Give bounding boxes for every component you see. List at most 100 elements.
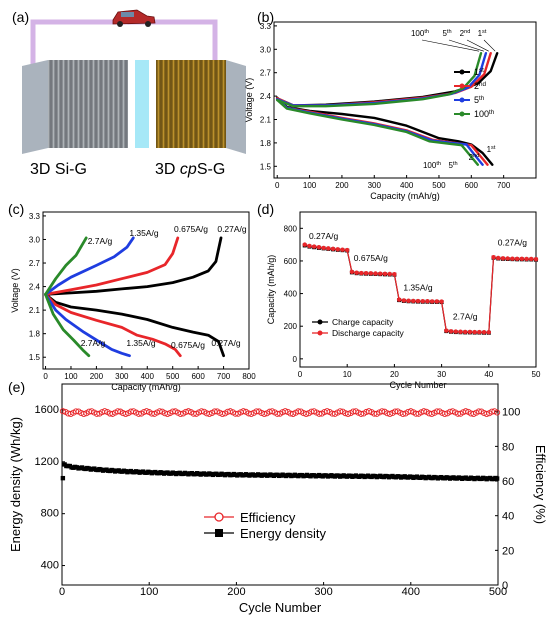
charge-curve-100th bbox=[276, 52, 483, 108]
discharge-point bbox=[514, 256, 520, 262]
discharge-curve-5th bbox=[276, 97, 484, 166]
discharge-point bbox=[486, 330, 491, 335]
legend-label: Charge capacity bbox=[332, 317, 394, 327]
discharge-point bbox=[406, 298, 411, 303]
right-current-collector bbox=[226, 60, 246, 154]
y-tick-label: 1.5 bbox=[29, 353, 41, 362]
efficiency-point bbox=[475, 408, 482, 415]
rate-label: 1.35A/g bbox=[403, 282, 433, 292]
x-tick-label: 0 bbox=[275, 181, 280, 190]
energy-density-point bbox=[494, 476, 500, 481]
discharge-curve-1.35A/g bbox=[44, 292, 131, 358]
x-tick-label: 500 bbox=[489, 586, 507, 598]
top-rate-label: 2.7A/g bbox=[88, 236, 113, 246]
top-cycle-pointer bbox=[421, 39, 480, 52]
x-tick-label: 500 bbox=[432, 181, 446, 190]
efficiency-point bbox=[386, 410, 393, 418]
efficiency-point bbox=[59, 408, 66, 415]
bottom-cycle-label: 2nd bbox=[469, 153, 480, 162]
x-axis-label: Capacity (mAh/g) bbox=[111, 382, 181, 392]
top-rate-label: 1.35A/g bbox=[129, 228, 159, 238]
efficiency-point bbox=[324, 408, 331, 415]
cps-g-label: 3D cpS-G bbox=[155, 161, 225, 178]
discharge-point bbox=[368, 271, 373, 276]
discharge-point bbox=[439, 299, 444, 304]
y-tick-label: 2.7 bbox=[260, 69, 272, 78]
efficiency-point bbox=[156, 408, 163, 415]
x-tick-label: 30 bbox=[437, 370, 446, 379]
discharge-point bbox=[387, 271, 392, 277]
discharge-point bbox=[335, 247, 340, 252]
x-tick-label: 800 bbox=[242, 372, 256, 381]
top-cycle-pointer bbox=[483, 39, 496, 52]
legend-label: Energy density bbox=[240, 526, 326, 541]
y-tick-label: 800 bbox=[41, 508, 59, 520]
y-tick-label: 2.4 bbox=[260, 92, 272, 101]
discharge-point bbox=[382, 271, 388, 277]
y-tick-label: 1.5 bbox=[260, 162, 272, 171]
discharge-point bbox=[524, 256, 529, 262]
discharge-point bbox=[321, 245, 326, 251]
si-g-electrode bbox=[48, 60, 128, 148]
y-tick-label: 3.3 bbox=[29, 212, 41, 221]
discharge-point bbox=[373, 271, 378, 276]
discharge-point bbox=[340, 247, 345, 252]
charge-curve-5th bbox=[276, 52, 488, 107]
legend-label: 5th bbox=[474, 95, 485, 106]
y-axis-label: Voltage (V) bbox=[244, 78, 254, 123]
y-tick-label: 3.0 bbox=[260, 45, 272, 54]
discharge-point bbox=[472, 329, 477, 335]
efficiency-point bbox=[462, 408, 469, 415]
x-tick-label: 40 bbox=[484, 370, 493, 379]
x-axis-label: Cycle Number bbox=[389, 380, 446, 390]
x-tick-label: 100 bbox=[303, 181, 317, 190]
discharge-point bbox=[448, 329, 454, 334]
plot-frame-d bbox=[299, 211, 537, 368]
y-axis-label: Voltage (V) bbox=[10, 268, 20, 313]
discharge-point bbox=[453, 329, 458, 334]
discharge-point bbox=[359, 270, 364, 276]
discharge-point bbox=[463, 329, 468, 335]
x-tick-label: 200 bbox=[335, 181, 349, 190]
discharge-point bbox=[496, 255, 501, 261]
x-tick-label: 700 bbox=[217, 372, 231, 381]
legend-swatch-marker bbox=[317, 330, 323, 336]
left-current-collector bbox=[22, 60, 48, 154]
discharge-point bbox=[505, 256, 510, 261]
efficiency-point bbox=[101, 408, 108, 415]
discharge-point bbox=[345, 247, 350, 253]
discharge-point bbox=[434, 299, 440, 304]
y-tick-label: 1.8 bbox=[29, 330, 41, 339]
energy-density-point bbox=[60, 475, 66, 481]
efficiency-point bbox=[93, 410, 100, 417]
rate-label: 2.7A/g bbox=[453, 312, 478, 322]
efficiency-point bbox=[483, 410, 490, 418]
panel-a-illustration bbox=[8, 8, 253, 173]
discharge-point bbox=[392, 271, 397, 277]
x-tick-label: 400 bbox=[402, 586, 420, 598]
y-tick-label: 400 bbox=[41, 560, 59, 572]
plot-frame-b bbox=[273, 21, 537, 179]
rate-label: 0.675A/g bbox=[354, 253, 388, 263]
rate-label: 0.27A/g bbox=[309, 231, 339, 241]
discharge-curve-2.7A/g bbox=[44, 292, 91, 358]
top-cycle-label: 1st bbox=[478, 29, 487, 38]
efficiency-point bbox=[282, 408, 289, 415]
x-tick-label: 300 bbox=[368, 181, 382, 190]
efficiency-point bbox=[378, 408, 386, 415]
top-cycle-pointer bbox=[448, 39, 484, 52]
bottom-cycle-label: 100th bbox=[423, 161, 441, 170]
panel-label-c: (c) bbox=[8, 201, 24, 217]
charge-curve-1.35A/g bbox=[44, 236, 135, 296]
legend-label: Efficiency bbox=[240, 510, 296, 525]
top-rate-label: 0.27A/g bbox=[217, 224, 247, 234]
y-axis-label: Energy density (Wh/kg) bbox=[8, 417, 23, 552]
y-tick-label: 800 bbox=[284, 224, 298, 233]
x-tick-label: 600 bbox=[191, 372, 205, 381]
x-tick-label: 0 bbox=[59, 586, 65, 598]
axes-b: 0 100 200 300 400 500 600 700 1.5 1.8 2.1 2.4 2.7 3.0… bbox=[244, 21, 537, 201]
y-tick-label: 200 bbox=[284, 322, 298, 331]
efficiency-point bbox=[261, 410, 268, 418]
legend-label: 1st bbox=[474, 67, 484, 78]
energy-density-series bbox=[60, 462, 500, 482]
